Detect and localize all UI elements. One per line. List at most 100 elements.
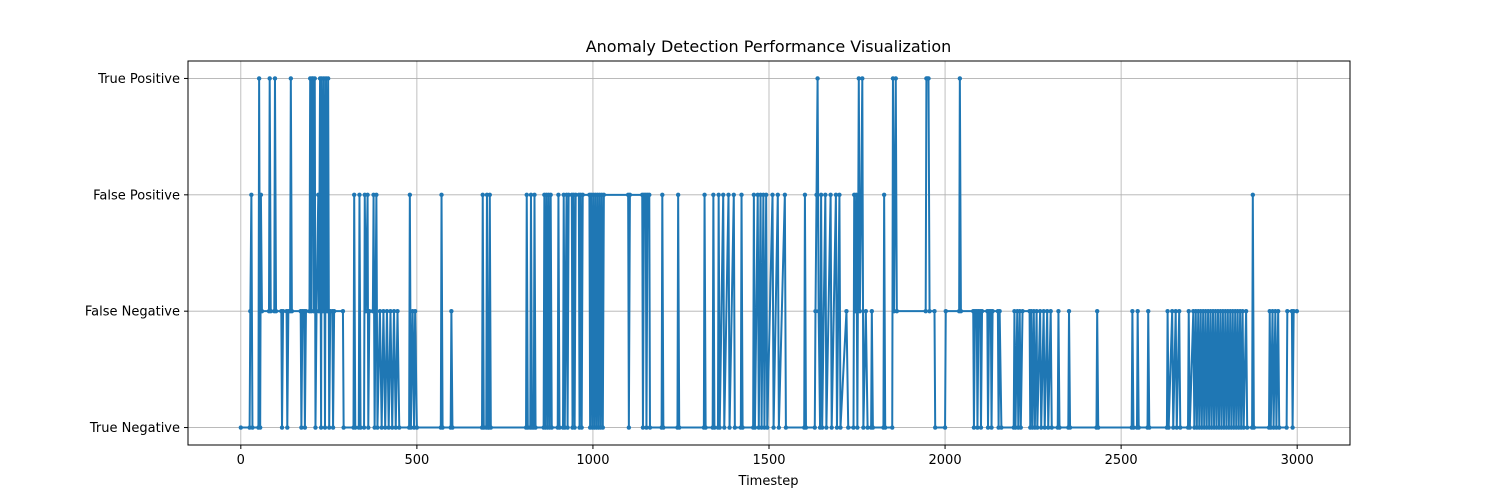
data-point (1042, 425, 1047, 430)
data-point (353, 425, 358, 430)
data-point (647, 192, 652, 198)
data-point (388, 308, 393, 314)
data-point (979, 308, 985, 314)
data-point (524, 192, 529, 198)
data-point (661, 425, 666, 430)
data-point (1166, 425, 1171, 430)
data-point (857, 308, 863, 314)
data-point (1034, 308, 1039, 314)
data-point (414, 425, 420, 430)
data-point (675, 192, 681, 198)
data-point (1056, 308, 1061, 314)
data-point (450, 425, 455, 430)
data-point (382, 425, 388, 430)
data-point (989, 425, 994, 430)
data-point (528, 192, 534, 198)
data-point (932, 308, 937, 314)
data-point (923, 308, 928, 314)
data-point (1174, 425, 1179, 430)
data-point (815, 76, 820, 81)
data-point (391, 308, 397, 314)
data-point (320, 308, 326, 314)
data-point (533, 425, 538, 430)
data-point (289, 308, 295, 314)
data-point (288, 76, 294, 81)
data-point (814, 192, 819, 198)
data-point (711, 192, 716, 198)
data-point (358, 425, 363, 430)
data-point (853, 308, 858, 314)
data-point (379, 425, 384, 430)
data-point (775, 192, 780, 198)
data-point (1173, 308, 1178, 314)
data-point (600, 425, 605, 430)
data-point (532, 192, 537, 198)
data-point (1136, 425, 1141, 430)
data-point (302, 425, 308, 430)
data-point (958, 308, 964, 314)
data-point (819, 425, 825, 430)
data-point (861, 425, 866, 430)
series-line (240, 77, 1297, 429)
data-point (837, 192, 842, 198)
data-point (267, 76, 272, 81)
data-point (366, 425, 371, 430)
data-point (363, 308, 369, 314)
data-point (1035, 425, 1040, 430)
data-point (395, 308, 400, 314)
data-point (855, 425, 860, 430)
data-point (1277, 425, 1282, 430)
data-point (318, 425, 324, 430)
data-point (357, 192, 362, 198)
data-point (856, 76, 861, 81)
data-point (1171, 425, 1176, 430)
data-point (375, 425, 380, 430)
data-point (739, 192, 744, 198)
data-point (250, 425, 255, 430)
data-point (1250, 192, 1256, 198)
data-point (548, 192, 553, 198)
data-point (390, 425, 395, 430)
data-point (1020, 308, 1025, 314)
data-point (312, 76, 317, 81)
data-point (579, 425, 584, 430)
data-point (1135, 308, 1140, 314)
data-point (833, 192, 839, 198)
y-tick-label: True Negative (89, 421, 180, 436)
data-point (824, 425, 829, 430)
data-point (829, 425, 834, 430)
data-point (716, 192, 721, 198)
data-point (883, 425, 888, 430)
data-point (703, 425, 708, 430)
data-point (776, 425, 782, 430)
data-point (272, 76, 278, 81)
y-tick-label: False Negative (85, 305, 180, 320)
data-point (1130, 308, 1135, 314)
data-point (480, 192, 485, 198)
data-point (975, 425, 980, 430)
data-point (1251, 425, 1257, 430)
data-point (1290, 425, 1295, 430)
data-point (717, 425, 722, 430)
data-point (771, 425, 776, 430)
x-tick-label: 3000 (1281, 453, 1314, 468)
data-point (1046, 425, 1051, 430)
data-point (751, 192, 757, 198)
data-point (1038, 425, 1044, 430)
data-point (731, 192, 736, 198)
x-tick-label: 2500 (1105, 453, 1138, 468)
data-point (549, 425, 554, 430)
data-point (303, 308, 309, 314)
data-point (565, 425, 570, 430)
ticks: 0 500 1000 1500 2000 2500 3000 True Negative Fal… (85, 72, 1314, 468)
data-point (397, 425, 402, 430)
data-point (1177, 308, 1182, 314)
data-point (256, 76, 262, 81)
data-point (325, 76, 331, 81)
data-point (702, 192, 707, 198)
data-point (1041, 308, 1046, 314)
data-point (985, 425, 991, 430)
data-point (285, 425, 290, 430)
data-point (1291, 308, 1296, 314)
